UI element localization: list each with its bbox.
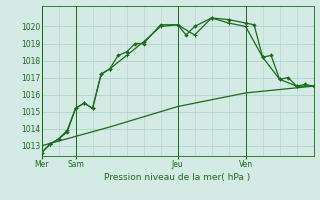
X-axis label: Pression niveau de la mer( hPa ): Pression niveau de la mer( hPa ) <box>104 173 251 182</box>
